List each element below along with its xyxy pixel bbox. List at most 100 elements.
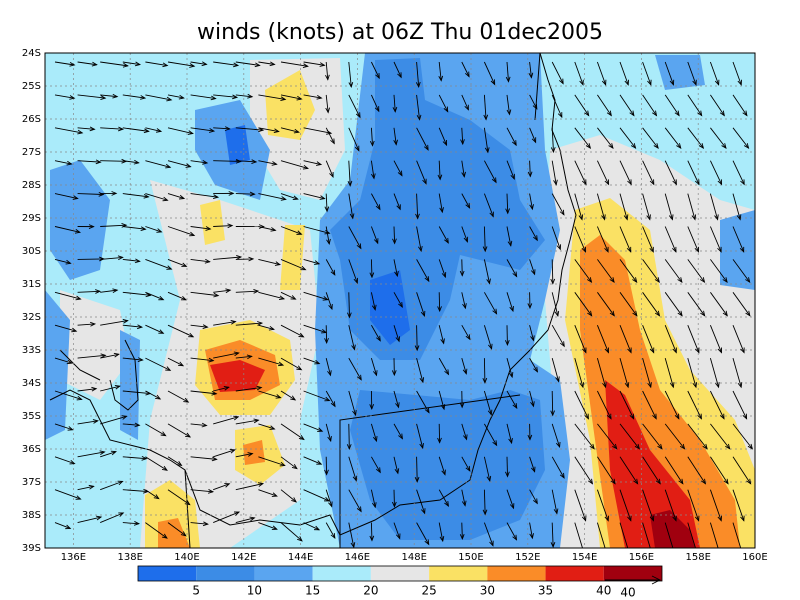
wind-arrowhead [588, 478, 594, 485]
wind-arrow [484, 423, 498, 446]
wind-arrowhead [114, 384, 121, 390]
wind-arrowhead [482, 246, 488, 253]
wind-arrowhead [486, 475, 492, 482]
wind-arrowhead [369, 535, 375, 542]
wind-arrow [393, 456, 399, 474]
wind-arrow [235, 127, 264, 131]
wind-arrow [709, 226, 722, 253]
wind-arrow [325, 522, 336, 539]
wind-arrowhead [553, 179, 558, 186]
wind-arrow [54, 489, 81, 500]
wind-arrow [145, 94, 172, 101]
colorbar-label: 10 [247, 584, 262, 598]
wind-arrowhead [550, 541, 556, 548]
wind-arrowhead [375, 204, 381, 211]
wind-arrowhead [89, 126, 96, 132]
wind-arrowhead [507, 240, 513, 247]
wind-arrowhead [438, 75, 444, 82]
field-region [280, 225, 305, 290]
colorbar-swatch [254, 566, 313, 581]
wind-arrowhead [459, 270, 465, 277]
wind-arrow [664, 259, 683, 283]
wind-arrow [167, 160, 191, 168]
wind-arrow [529, 127, 537, 143]
wind-arrowhead [227, 223, 234, 229]
wind-arrow [393, 423, 403, 439]
wind-arrowhead [440, 404, 446, 411]
wind-arrow [100, 512, 124, 524]
wind-arrowhead [672, 515, 677, 522]
wind-arrowhead [122, 319, 129, 324]
wind-arrowhead [606, 110, 612, 117]
wind-arrowhead [74, 229, 82, 234]
wind-arrow [280, 423, 305, 440]
wind-arrowhead [482, 377, 488, 384]
wind-arrow [54, 456, 75, 465]
wind-arrow [258, 423, 275, 430]
wind-arrowhead [322, 296, 329, 301]
wind-arrow [597, 292, 615, 316]
wind-arrowhead [178, 361, 185, 367]
wind-arrowhead [298, 332, 305, 338]
wind-arrowhead [230, 319, 237, 325]
wind-arrow [325, 61, 329, 80]
wind-arrowhead [166, 265, 173, 270]
wind-arrowhead [463, 236, 469, 243]
wind-arrowhead [723, 478, 729, 485]
wind-arrowhead [316, 460, 323, 465]
wind-arrowhead [442, 140, 448, 147]
colorbar-swatch [487, 566, 546, 581]
wind-arrow [596, 226, 609, 253]
wind-arrow [619, 390, 635, 419]
wind-arrowhead [393, 139, 398, 146]
lon-label: 148E [401, 552, 426, 563]
wind-arrow [732, 423, 753, 450]
wind-arrowhead [253, 418, 260, 424]
wind-arrowhead [330, 532, 336, 540]
wind-arrowhead [95, 159, 102, 165]
wind-arrow [190, 291, 219, 297]
wind-arrowhead [424, 276, 430, 283]
wind-arrowhead [314, 359, 321, 365]
wind-arrowhead [140, 226, 147, 232]
wind-arrowhead [202, 324, 209, 329]
wind-arrowhead [717, 347, 723, 354]
lat-label: 36S [22, 444, 41, 455]
wind-arrow [664, 423, 685, 450]
wind-arrow [122, 193, 149, 198]
wind-arrowhead [512, 140, 517, 147]
wind-arrow [551, 127, 554, 153]
wind-arrowhead [211, 390, 218, 396]
wind-arrowhead [679, 443, 686, 450]
wind-arrowhead [232, 94, 239, 100]
wind-arrow [167, 226, 195, 236]
wind-arrow [348, 61, 352, 87]
wind-arrowhead [678, 478, 684, 485]
wind-arrowhead [632, 310, 638, 317]
wind-arrow [438, 456, 446, 475]
wind-arrowhead [268, 325, 275, 331]
wind-arrowhead [290, 295, 297, 300]
wind-arrowhead [627, 179, 632, 186]
wind-arrow [461, 160, 465, 177]
wind-arrow [619, 456, 638, 484]
wind-arrow [416, 522, 430, 545]
wind-arrowhead [623, 214, 629, 221]
wind-arrowhead [133, 521, 140, 526]
wind-arrowhead [604, 550, 608, 555]
wind-arrow [190, 61, 207, 65]
wind-arrow [506, 292, 514, 312]
wind-arrowhead [487, 409, 493, 416]
wind-arrowhead [111, 191, 118, 196]
wind-arrowhead [134, 422, 141, 428]
wind-arrow [258, 324, 274, 330]
wind-arrow [348, 94, 361, 118]
wind-arrow [213, 256, 242, 260]
wind-arrow [77, 290, 100, 293]
wind-arrowhead [722, 310, 728, 317]
wind-arrow [551, 324, 565, 347]
wind-arrowhead [396, 204, 401, 211]
wind-arrow [348, 193, 354, 219]
wind-arrow [710, 259, 728, 283]
wind-arrow [280, 127, 299, 133]
